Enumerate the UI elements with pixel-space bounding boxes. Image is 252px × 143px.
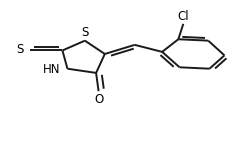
Text: HN: HN <box>43 63 60 76</box>
Text: S: S <box>81 26 88 39</box>
Text: O: O <box>94 93 103 106</box>
Text: Cl: Cl <box>177 10 189 23</box>
Text: S: S <box>16 43 24 56</box>
